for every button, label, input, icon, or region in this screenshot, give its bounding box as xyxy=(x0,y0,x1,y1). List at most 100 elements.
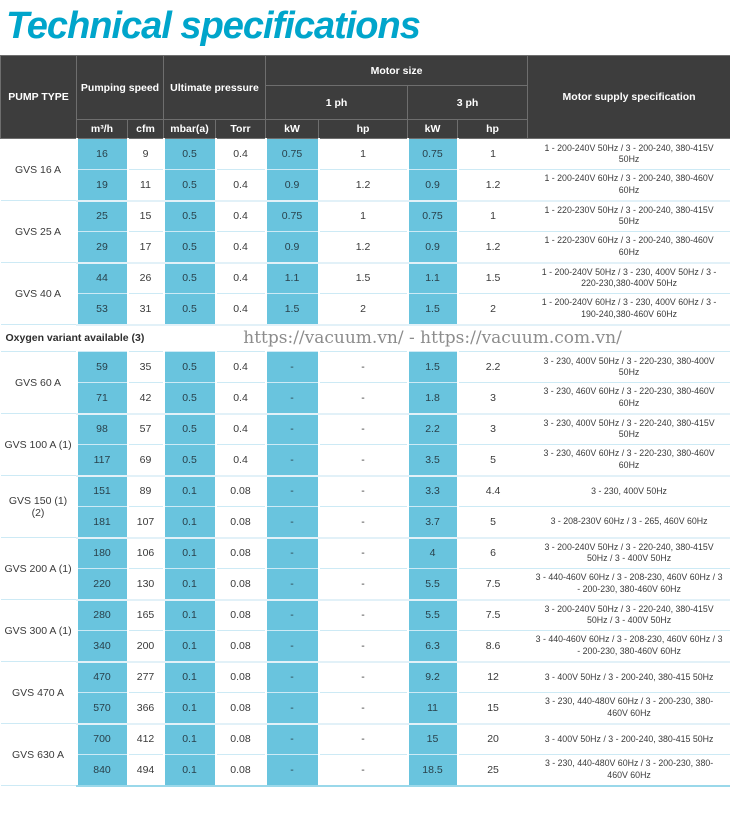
cell-m3h: 29 xyxy=(75,231,129,264)
header-row-groups: PUMP TYPE Pumping speed Ultimate pressur… xyxy=(0,55,730,139)
cell-torr: 0.08 xyxy=(215,599,266,631)
cell-cfm: 366 xyxy=(127,692,164,725)
cell-mbar: 0.1 xyxy=(162,475,217,507)
cell-supply: 1 - 220-230V 50Hz / 3 - 200-240, 380-415… xyxy=(527,200,730,232)
cell-kw-3ph: 3.3 xyxy=(406,475,459,507)
cell-hp-3ph: 25 xyxy=(457,754,528,787)
cell-hp-1ph: - xyxy=(318,568,408,601)
cell-kw-1ph: - xyxy=(264,537,320,569)
cell-kw-3ph: 2.2 xyxy=(406,413,459,445)
cell-hp-1ph: - xyxy=(318,537,408,569)
cell-mbar: 0.1 xyxy=(162,537,217,569)
cell-mbar: 0.1 xyxy=(162,661,217,693)
cell-hp-1ph: 1.2 xyxy=(318,231,408,264)
cell-torr: 0.4 xyxy=(215,351,266,383)
table-row: 570 366 0.1 0.08- -11 15 3 - 230, 440-480V 60H… xyxy=(1,692,730,725)
cell-kw-1ph: - xyxy=(264,661,320,693)
col-header-motor-supply: Motor supply specification xyxy=(527,55,730,139)
cell-m3h: 220 xyxy=(75,568,129,601)
cell-cfm: 277 xyxy=(127,661,164,693)
table-header: PUMP TYPE Pumping speed Ultimate pressur… xyxy=(0,55,730,139)
cell-cfm: 57 xyxy=(127,413,164,445)
cell-kw-3ph: 4 xyxy=(406,537,459,569)
cell-kw-3ph: 1.5 xyxy=(406,351,459,383)
table-row: 840 494 0.1 0.08- -18.5 25 3 - 230, 440-480V 6… xyxy=(1,754,730,787)
cell-kw-3ph: 0.75 xyxy=(406,200,459,232)
cell-hp-3ph: 1 xyxy=(457,138,528,170)
cell-mbar: 0.5 xyxy=(162,351,217,383)
cell-supply: 3 - 230, 400V 50Hz / 3 - 220-230, 380-40… xyxy=(527,351,730,383)
spec-sheet-page: Technical specifications PUMP TYPE Pumpi… xyxy=(0,5,730,787)
cell-kw-3ph: 1.8 xyxy=(406,382,459,415)
pump-type-cell: GVS 40 A xyxy=(0,262,77,325)
table-row: GVS 470 A 470 277 0.1 0.08- -9.2 12 3 - 400V 50… xyxy=(0,661,730,724)
cell-kw-3ph: 3.5 xyxy=(406,444,459,477)
cell-cfm: 107 xyxy=(127,506,164,539)
cell-kw-3ph: 15 xyxy=(406,723,459,755)
cell-cfm: 15 xyxy=(127,200,164,232)
cell-kw-3ph: 1.5 xyxy=(406,293,459,326)
cell-cfm: 106 xyxy=(127,537,164,569)
unit-hp-3ph: hp xyxy=(457,119,529,139)
cell-m3h: 19 xyxy=(75,169,129,202)
cell-hp-3ph: 1.2 xyxy=(457,231,528,264)
cell-mbar: 0.1 xyxy=(162,630,217,663)
cell-m3h: 840 xyxy=(75,754,129,787)
cell-torr: 0.08 xyxy=(215,692,266,725)
cell-supply: 3 - 230, 460V 60Hz / 3 - 220-230, 380-46… xyxy=(527,444,730,477)
unit-torr: Torr xyxy=(214,119,267,139)
cell-m3h: 570 xyxy=(75,692,129,725)
table-row: 220 130 0.1 0.08- -5.5 7.5 3 - 440-460V 60Hz /… xyxy=(1,568,730,601)
cell-hp-1ph: 1.5 xyxy=(318,262,408,294)
pump-type-cell: GVS 470 A xyxy=(0,661,77,724)
cell-torr: 0.08 xyxy=(215,475,266,507)
col-header-3ph: 3 ph xyxy=(407,85,529,120)
cell-hp-1ph: - xyxy=(318,599,408,631)
cell-supply: 3 - 230, 440-480V 60Hz / 3 - 200-230, 38… xyxy=(527,692,730,725)
cell-mbar: 0.5 xyxy=(162,169,217,202)
cell-mbar: 0.5 xyxy=(162,413,217,445)
cell-m3h: 151 xyxy=(75,475,129,507)
cell-torr: 0.4 xyxy=(215,200,266,232)
cell-kw-1ph: - xyxy=(264,568,320,601)
pump-type-cell: GVS 60 A xyxy=(0,351,77,414)
cell-hp-1ph: - xyxy=(318,413,408,445)
cell-kw-1ph: - xyxy=(264,475,320,507)
cell-kw-3ph: 5.5 xyxy=(406,568,459,601)
cell-torr: 0.08 xyxy=(215,630,266,663)
technical-specifications-table: PUMP TYPE Pumping speed Ultimate pressur… xyxy=(0,55,730,787)
cell-kw-3ph: 18.5 xyxy=(406,754,459,787)
cell-hp-3ph: 20 xyxy=(457,723,528,755)
pump-type-cell: GVS 630 A xyxy=(0,723,77,786)
cell-cfm: 17 xyxy=(127,231,164,264)
cell-m3h: 180 xyxy=(75,537,129,569)
table-row: 19 11 0.5 0.4 0.9 1.2 0.9 1.2 1 - 200-240V 60Hz … xyxy=(1,169,730,202)
table-row: GVS 25 A 25 15 0.5 0.4 0.75 1 0.75 1 1 - 220-230V… xyxy=(0,200,730,263)
cell-m3h: 98 xyxy=(75,413,129,445)
cell-m3h: 44 xyxy=(75,262,129,294)
table-row: 181 107 0.1 0.08- -3.7 5 3 - 208-230V 60Hz / 3… xyxy=(1,506,730,539)
cell-supply: 3 - 230, 460V 60Hz / 3 - 220-230, 380-46… xyxy=(527,382,730,415)
cell-mbar: 0.5 xyxy=(162,138,217,170)
cell-m3h: 470 xyxy=(75,661,129,693)
cell-hp-3ph: 1.5 xyxy=(457,262,528,294)
cell-mbar: 0.5 xyxy=(162,200,217,232)
cell-kw-1ph: - xyxy=(264,506,320,539)
cell-hp-1ph: - xyxy=(318,506,408,539)
cell-supply: 1 - 200-240V 60Hz / 3 - 200-240, 380-460… xyxy=(527,169,730,202)
cell-hp-3ph: 2.2 xyxy=(457,351,528,383)
cell-supply: 1 - 220-230V 60Hz / 3 - 200-240, 380-460… xyxy=(527,231,730,264)
cell-hp-3ph: 1.2 xyxy=(457,169,528,202)
cell-cfm: 69 xyxy=(127,444,164,477)
cell-supply: 3 - 440-460V 60Hz / 3 - 208-230, 460V 60… xyxy=(527,568,730,601)
cell-cfm: 165 xyxy=(127,599,164,631)
table-row: 340 200 0.1 0.08- -6.3 8.6 3 - 440-460V 60Hz /… xyxy=(1,630,730,663)
cell-m3h: 16 xyxy=(75,138,129,170)
cell-mbar: 0.5 xyxy=(162,231,217,264)
cell-kw-3ph: 3.7 xyxy=(406,506,459,539)
oxygen-variant-band-cell: Oxygen variant available (3) https://vacu… xyxy=(0,324,730,352)
cell-cfm: 9 xyxy=(127,138,164,170)
cell-kw-1ph: - xyxy=(264,444,320,477)
cell-hp-3ph: 4.4 xyxy=(457,475,528,507)
cell-hp-1ph: - xyxy=(318,723,408,755)
